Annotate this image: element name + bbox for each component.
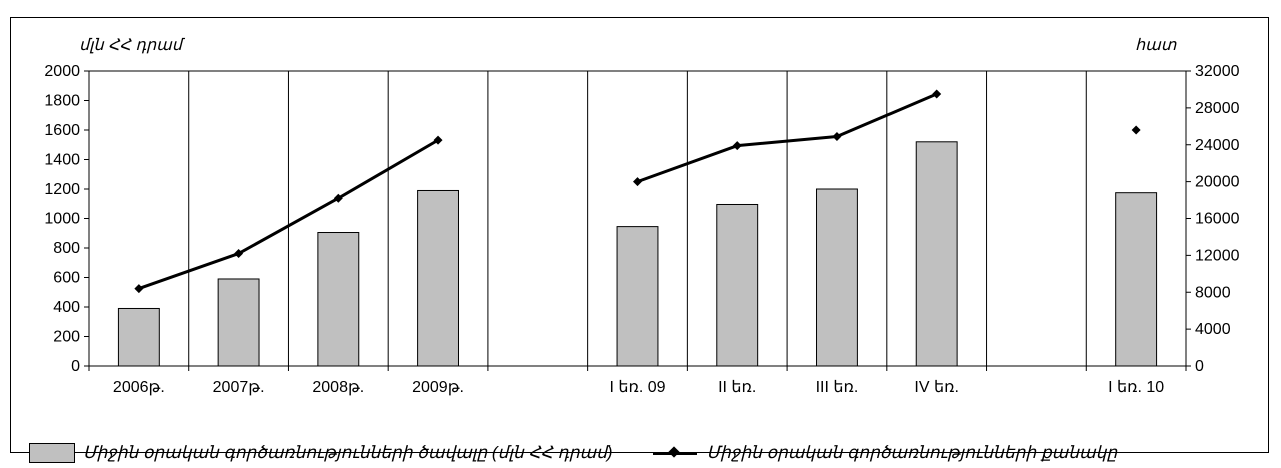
line-marker xyxy=(134,284,144,294)
right-tick-label: 12000 xyxy=(1195,247,1240,264)
left-tick-label: 1600 xyxy=(44,122,80,139)
line-marker xyxy=(234,249,244,259)
left-tick-label: 400 xyxy=(53,299,80,316)
x-tick-label: 2009թ. xyxy=(412,379,464,396)
left-tick-label: 600 xyxy=(53,270,80,287)
bar xyxy=(1115,192,1158,367)
right-tick-label: 4000 xyxy=(1195,321,1231,338)
x-tick-label: 2007թ. xyxy=(213,379,265,396)
left-tick-label: 200 xyxy=(53,329,80,346)
right-tick-label: 32000 xyxy=(1195,63,1240,80)
legend-item-bars: Միջին օրական գործառնությունների ծավալը (… xyxy=(29,443,613,463)
grid-lines xyxy=(89,70,1186,366)
legend: Միջին օրական գործառնությունների ծավալը (… xyxy=(29,438,1117,468)
x-tick-label: III եռ. xyxy=(816,379,859,396)
left-tick-label: 1400 xyxy=(44,152,80,169)
bar xyxy=(915,141,958,367)
line-series xyxy=(134,89,1141,294)
left-tick-label: 1200 xyxy=(44,181,80,198)
chart-frame: 0 200 400 600 800 1000 1200 1400 1600 1800 2000 0 40… xyxy=(10,17,1269,463)
x-tick-label: 2006թ. xyxy=(113,379,165,396)
right-tick-label: 28000 xyxy=(1195,100,1240,117)
legend-line-swatch xyxy=(652,446,697,460)
x-tick-label: IV եռ. xyxy=(914,379,959,396)
legend-line-label: Միջին օրական գործառնությունների քանակը xyxy=(706,443,1118,462)
left-tick-label: 800 xyxy=(53,240,80,257)
tick-labels: 0200400600800100012001400160018002000040… xyxy=(44,63,1239,396)
left-tick-label: 0 xyxy=(71,358,80,375)
bar xyxy=(417,189,459,367)
left-axis-unit: մլն ՀՀ դրամ xyxy=(79,37,186,54)
left-tick-label: 2000 xyxy=(44,63,80,80)
x-tick-label: II եռ. xyxy=(718,379,756,396)
bar xyxy=(616,226,659,367)
right-tick-label: 20000 xyxy=(1195,174,1240,191)
axes xyxy=(84,70,1191,371)
bar xyxy=(217,278,260,367)
bar-series xyxy=(117,141,1158,367)
bar xyxy=(716,203,759,367)
legend-item-line: Միջին օրական գործառնությունների քանակը xyxy=(613,443,1118,463)
x-tick-label: I եռ. 09 xyxy=(609,379,665,396)
line-marker xyxy=(932,89,942,99)
line-marker xyxy=(1131,125,1141,135)
line-marker xyxy=(732,141,742,151)
bar xyxy=(816,188,858,367)
x-tick-label: 2008թ. xyxy=(312,379,364,396)
series-line xyxy=(138,138,439,290)
right-axis-unit: հատ xyxy=(1135,37,1177,54)
right-tick-label: 16000 xyxy=(1195,211,1240,228)
legend-bar-swatch xyxy=(29,443,75,463)
series-line xyxy=(636,92,938,184)
left-tick-label: 1800 xyxy=(44,93,80,110)
combo-chart: 0200400600800100012001400160018002000040… xyxy=(44,37,1239,396)
bar xyxy=(317,232,360,367)
left-tick-label: 1000 xyxy=(44,211,80,228)
line-marker xyxy=(433,135,443,145)
line-marker xyxy=(633,177,642,187)
x-tick-label: I եռ. 10 xyxy=(1108,379,1164,396)
line-marker xyxy=(333,193,343,203)
bar xyxy=(117,307,160,367)
right-tick-label: 0 xyxy=(1195,358,1204,375)
right-tick-label: 8000 xyxy=(1195,284,1231,301)
legend-bar-label: Միջին օրական գործառնությունների ծավալը (… xyxy=(83,443,613,462)
right-tick-label: 24000 xyxy=(1195,137,1240,154)
line-marker xyxy=(832,131,842,141)
